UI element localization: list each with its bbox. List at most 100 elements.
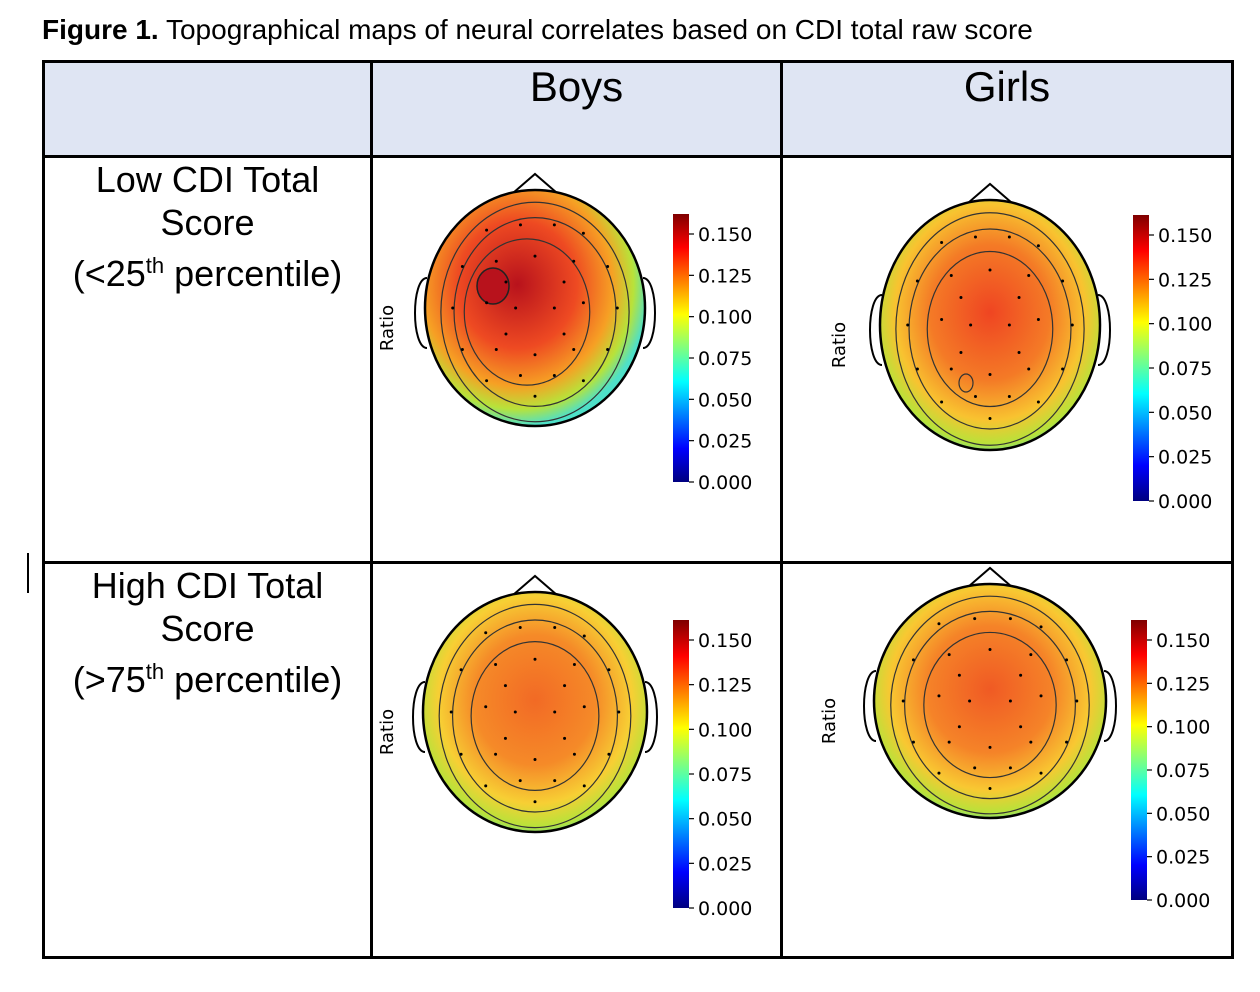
sensor-dot (563, 684, 567, 688)
left-ear-outline (869, 294, 883, 366)
sensor-dot (459, 668, 463, 672)
topomap-heat-fill (880, 200, 1100, 450)
sensor-dot (484, 705, 488, 709)
topomap-heat-fill (423, 592, 647, 832)
sensor-dot (562, 280, 566, 284)
sensor-dot (581, 231, 585, 235)
contour-line (908, 228, 1072, 430)
axis-label-ratio: Ratio (377, 305, 398, 351)
figure-table: Boys Girls Low CDI Total Score (<25th pe… (42, 60, 1234, 959)
sensor-dot (968, 699, 972, 703)
sensor-dot (1029, 653, 1033, 657)
contour-line (463, 238, 591, 386)
sensor-dot (1007, 395, 1011, 398)
colorbar (673, 620, 689, 908)
sensor-dot (1036, 400, 1040, 404)
sensor-dot (1061, 367, 1065, 371)
colorbar-tick-label: 0.125 (698, 265, 752, 287)
right-ear-outline (1103, 670, 1117, 742)
sensor-dot (518, 626, 522, 630)
colorbar-tick-label: 0.050 (1156, 803, 1210, 825)
colorbar-tick-label: 0.050 (1158, 402, 1212, 424)
sensor-dot (988, 648, 992, 652)
sensor-dot (973, 617, 977, 621)
topomap-cell-boys-low: Ratio 0.150 0.125 0.100 0.075 0.050 0.025 0.000 (370, 155, 783, 564)
sensor-dot (1039, 771, 1043, 775)
head-outline (872, 582, 1108, 820)
colorbar-tick-label: 0.100 (1158, 314, 1212, 336)
contour-line (923, 631, 1057, 779)
right-ear-outline (1097, 294, 1111, 366)
sensor-dot (518, 373, 522, 377)
colorbar-tick-label: 0.125 (1158, 269, 1212, 291)
sensor-dot (1070, 323, 1074, 327)
row-label-line3: (<25th percentile) (72, 253, 343, 294)
sensor-dot (1019, 725, 1023, 729)
sensor-dot (1061, 279, 1065, 283)
contour-line (453, 216, 617, 408)
sensor-dot (915, 279, 919, 283)
sensor-dot (606, 264, 610, 268)
colorbar-tick-label: 0.100 (698, 307, 752, 329)
colorbar-tick-label: 0.000 (1158, 491, 1212, 513)
sensor-dot (563, 736, 567, 740)
colorbar-tick-label: 0.075 (698, 348, 752, 370)
sensor-dot (1036, 244, 1040, 248)
sensor-dot (485, 379, 489, 383)
sensor-dot (484, 631, 488, 635)
sensor-dot (494, 662, 498, 666)
sensor-dot (533, 800, 537, 804)
sensor-dot (906, 323, 910, 327)
sensor-dot (533, 353, 537, 357)
colorbar-tick-label: 0.050 (698, 389, 752, 411)
axis-label-ratio: Ratio (819, 698, 840, 744)
sensor-dot (552, 373, 556, 377)
topomap-svg: Ratio 0.150 0.125 0.100 0.075 0.050 0.025 0.000 (377, 574, 752, 920)
colorbar-tick-label: 0.100 (1156, 717, 1210, 739)
sensor-dot (494, 259, 498, 263)
header-row: Boys Girls (42, 60, 1234, 158)
colorbar-tick-label: 0.025 (1158, 447, 1212, 469)
sensor-dot (1008, 699, 1012, 703)
topomap-plot-boys-high: Ratio 0.150 0.125 0.100 0.075 0.050 0.025 0.000 (373, 564, 780, 954)
contour-line (451, 619, 619, 813)
sensor-dot (957, 673, 961, 677)
sensor-dot (460, 264, 464, 268)
head-outline (423, 188, 647, 428)
text-cursor (27, 553, 29, 593)
row-label-line1: Low CDI Total (95, 159, 320, 200)
sensor-dot (533, 657, 537, 661)
topomap-svg: Ratio 0.150 0.125 0.100 0.075 0.050 0.025 0.000 (829, 182, 1212, 513)
colorbar (673, 214, 689, 482)
topomap-cell-boys-high: Ratio 0.150 0.125 0.100 0.075 0.050 0.025 0.000 (370, 561, 783, 959)
colorbar-tick-label: 0.100 (698, 719, 752, 741)
colorbar-tick-label: 0.025 (1156, 847, 1210, 869)
topomap-cell-girls-low: Ratio 0.150 0.125 0.100 0.075 0.050 0.025 0.000 (780, 155, 1234, 564)
head-outline (421, 590, 649, 834)
head-outline (878, 198, 1102, 452)
nose-outline (967, 182, 1013, 204)
row-label-line2: Score (160, 608, 255, 649)
sensor-dot (1017, 296, 1021, 299)
sensor-dot (607, 668, 611, 672)
sensor-dot (1017, 351, 1021, 354)
sensor-dot (1007, 235, 1011, 239)
row-label-high-cdi: High CDI Total Score (>75th percentile) (42, 561, 373, 959)
contour-line (890, 595, 1090, 815)
sensor-dot (959, 351, 963, 354)
sensor-dot (1075, 699, 1079, 703)
sensor-dot (504, 332, 508, 336)
colorbar-tick-label: 0.000 (698, 898, 752, 920)
colorbar-tick-label: 0.150 (1158, 225, 1212, 247)
sensor-dot (1065, 740, 1069, 744)
figure-caption: Figure 1. Topographical maps of neural c… (42, 14, 1033, 46)
sensor-dot (581, 379, 585, 383)
header-empty-cell (42, 60, 373, 158)
colorbar-tick-label: 0.150 (698, 224, 752, 246)
sensor-dot (503, 736, 507, 740)
colorbar-tick-label: 0.150 (698, 630, 752, 652)
sensor-dot (485, 228, 489, 232)
row-label-line1: High CDI Total (91, 565, 324, 606)
colorbar-tick-label: 0.050 (698, 809, 752, 831)
column-title-girls: Girls (780, 60, 1234, 158)
